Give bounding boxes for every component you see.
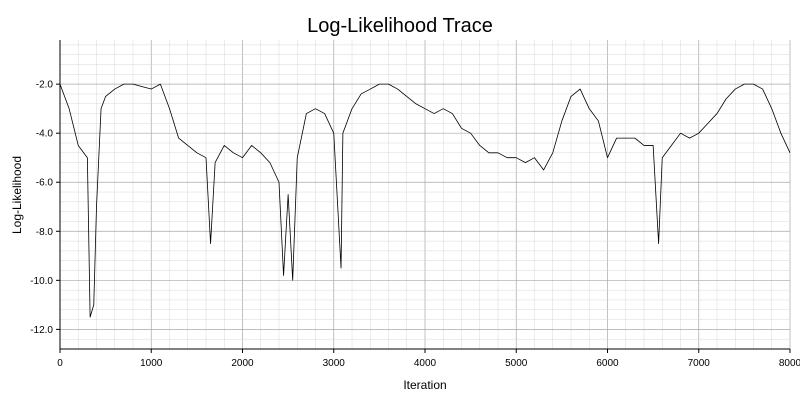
series-line (59, 83, 791, 318)
y-tick-label: -2.0 (36, 80, 54, 91)
x-tick-label: 5000 (505, 358, 528, 369)
chart-title: Log-Likelihood Trace (307, 15, 493, 37)
tick-labels: 0 1000 2000 3000 4000 5000 6000 7000 8000 -12.0 -1… (30, 80, 800, 369)
x-tick-label: 6000 (596, 358, 619, 369)
y-tick-label: -4.0 (36, 129, 54, 140)
x-tick-label: 4000 (414, 358, 437, 369)
x-tick-label: 2000 (231, 358, 254, 369)
y-tick-label: -8.0 (36, 227, 54, 238)
trace-layer (59, 83, 791, 318)
x-tick-label: 3000 (323, 358, 346, 369)
y-tick-label: -10.0 (30, 276, 53, 287)
x-tick-label: 8000 (779, 358, 800, 369)
x-tick-label: 0 (57, 358, 63, 369)
y-axis-label: Log-Likelihood (10, 156, 24, 234)
x-axis-label: Iteration (403, 378, 446, 392)
y-tick-label: -6.0 (36, 178, 54, 189)
x-tick-label: 1000 (140, 358, 163, 369)
y-tick-label: -12.0 (30, 325, 53, 336)
grid (59, 40, 791, 350)
x-tick-label: 7000 (688, 358, 711, 369)
